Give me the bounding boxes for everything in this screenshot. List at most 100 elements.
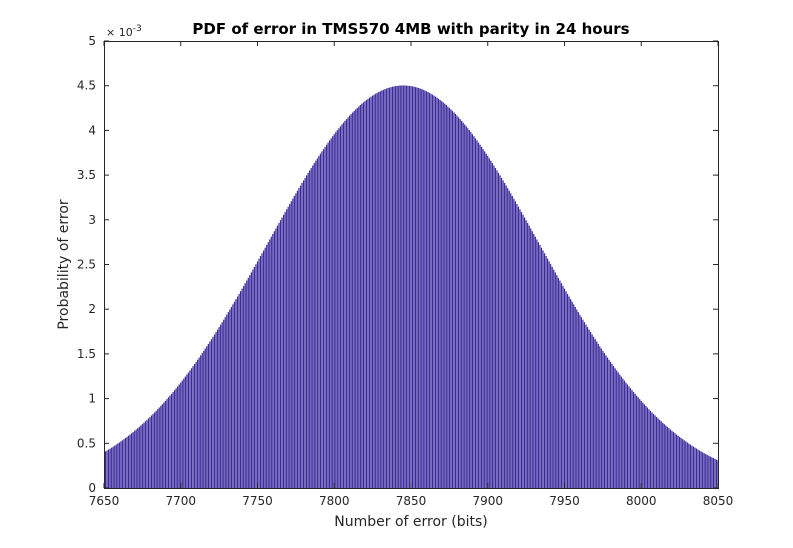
bar bbox=[163, 402, 165, 488]
bar bbox=[413, 86, 415, 488]
bar bbox=[588, 329, 590, 488]
bar bbox=[634, 393, 636, 488]
bar bbox=[344, 120, 346, 488]
bar bbox=[608, 359, 610, 488]
bar bbox=[367, 98, 369, 488]
y-tick-label: 3 bbox=[88, 213, 96, 227]
bar bbox=[387, 88, 389, 488]
bar bbox=[428, 92, 431, 489]
bar bbox=[150, 415, 153, 488]
bar bbox=[697, 449, 699, 488]
y-tick-label: 2 bbox=[88, 302, 96, 316]
bar bbox=[534, 236, 536, 488]
bar bbox=[286, 209, 288, 488]
bar bbox=[626, 384, 629, 488]
bar bbox=[560, 283, 563, 488]
bar bbox=[244, 283, 246, 488]
y-axis-exponent: × 10-3 bbox=[106, 24, 142, 39]
bar bbox=[127, 435, 130, 488]
bar bbox=[603, 353, 606, 488]
bar bbox=[456, 115, 458, 488]
bar bbox=[714, 458, 716, 488]
bar bbox=[675, 434, 678, 488]
bar bbox=[496, 170, 498, 489]
bar bbox=[359, 105, 361, 488]
bar bbox=[668, 428, 670, 488]
bar bbox=[246, 280, 248, 488]
bar bbox=[240, 291, 242, 488]
bar bbox=[674, 433, 676, 488]
bar bbox=[523, 217, 526, 489]
bar bbox=[480, 146, 483, 488]
bar bbox=[632, 391, 635, 488]
bar bbox=[686, 442, 688, 488]
bar bbox=[482, 149, 484, 488]
y-axis: 0 0.5 1 1.5 2 2.5 3 3.5 4 4.5 5 bbox=[77, 34, 718, 495]
bar bbox=[547, 258, 549, 488]
bar bbox=[514, 201, 516, 488]
bar bbox=[361, 103, 363, 488]
bar bbox=[312, 165, 314, 488]
bar bbox=[625, 382, 627, 488]
bar bbox=[596, 341, 598, 488]
bar bbox=[322, 149, 325, 488]
bar bbox=[405, 85, 408, 488]
bar bbox=[238, 293, 240, 488]
bar bbox=[112, 446, 114, 488]
bar bbox=[358, 106, 360, 489]
bar bbox=[685, 441, 687, 488]
x-tick-label: 7800 bbox=[319, 494, 350, 508]
bar bbox=[477, 142, 480, 488]
bar bbox=[301, 182, 303, 489]
bar bbox=[476, 140, 478, 488]
bar bbox=[520, 212, 523, 488]
bar bbox=[579, 314, 581, 488]
bar bbox=[557, 277, 559, 488]
bar bbox=[703, 453, 705, 488]
bar bbox=[494, 167, 497, 488]
bar bbox=[143, 422, 145, 488]
bar bbox=[507, 188, 509, 488]
bar bbox=[350, 114, 352, 488]
bar bbox=[382, 89, 384, 488]
x-tick-label: 7650 bbox=[89, 494, 120, 508]
bar bbox=[543, 253, 546, 488]
bar bbox=[533, 233, 535, 488]
bar bbox=[278, 222, 280, 488]
bar bbox=[623, 380, 625, 488]
bar bbox=[106, 450, 108, 488]
bar bbox=[694, 447, 696, 488]
bar bbox=[336, 130, 338, 488]
bar bbox=[339, 126, 342, 488]
bar bbox=[329, 140, 331, 488]
bar bbox=[622, 378, 624, 488]
bar bbox=[177, 386, 179, 488]
bar bbox=[695, 448, 698, 488]
bar bbox=[491, 163, 493, 488]
bar bbox=[250, 272, 252, 488]
bar-series bbox=[104, 85, 718, 489]
bar bbox=[164, 400, 167, 488]
bar bbox=[126, 436, 128, 488]
bar bbox=[247, 277, 249, 488]
bar bbox=[115, 444, 117, 488]
bar bbox=[540, 247, 543, 488]
bar bbox=[391, 86, 394, 488]
bar bbox=[370, 96, 372, 488]
bar bbox=[640, 400, 642, 488]
bar bbox=[682, 439, 684, 488]
bar bbox=[712, 458, 715, 488]
bar bbox=[683, 440, 685, 488]
bar bbox=[570, 299, 572, 488]
bar bbox=[565, 291, 567, 488]
bar bbox=[554, 272, 556, 488]
bar bbox=[442, 102, 444, 488]
bar bbox=[479, 144, 481, 488]
bar bbox=[307, 172, 309, 488]
bar bbox=[210, 339, 213, 488]
bar bbox=[193, 364, 196, 488]
bar bbox=[551, 266, 553, 488]
bar bbox=[348, 115, 351, 488]
bar bbox=[140, 425, 142, 488]
bar bbox=[459, 119, 461, 488]
